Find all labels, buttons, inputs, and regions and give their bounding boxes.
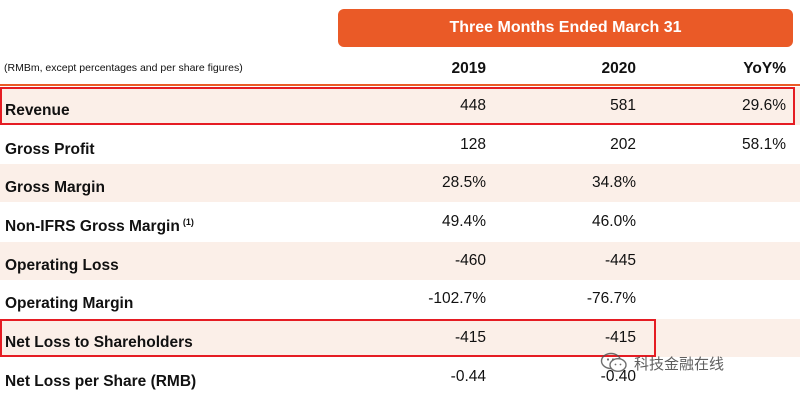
cell-2020: 34.8%: [592, 174, 636, 191]
table-row-non-ifrs-gross-margin: Non-IFRS Gross Margin (1) 49.4% 46.0%: [0, 203, 800, 241]
cell-2020: 46.0%: [592, 213, 636, 230]
cell-yoy: 29.6%: [742, 97, 786, 114]
cell-2020: 581: [610, 97, 636, 114]
row-label: Operating Margin: [5, 295, 134, 312]
cell-2019: -460: [454, 252, 486, 269]
cell-yoy: [686, 242, 786, 280]
footnote-marker: (1): [182, 217, 194, 227]
row-label: Gross Margin: [5, 179, 105, 196]
row-label: Net Loss to Shareholders: [5, 334, 193, 351]
cell-2020: -76.7%: [586, 290, 636, 307]
period-header-label: Three Months Ended March 31: [449, 19, 682, 36]
cell-2019: -415: [454, 329, 486, 346]
table-row-net-loss-to-shareholders: Net Loss to Shareholders -415 -415: [0, 319, 800, 357]
cell-2019: 128: [460, 136, 486, 153]
column-header-yoy: YoY%: [743, 60, 786, 77]
cell-2019: 28.5%: [442, 174, 486, 191]
table-row-revenue: Revenue 448 581 29.6%: [0, 87, 800, 125]
table-row-gross-profit: Gross Profit 128 202 58.1%: [0, 126, 800, 164]
cell-2019: 448: [460, 97, 486, 114]
cell-2020: 202: [610, 136, 636, 153]
cell-2020: -0.40: [600, 368, 636, 385]
row-label: Non-IFRS Gross Margin (1): [5, 217, 194, 235]
cell-yoy: [686, 164, 786, 202]
watermark-text: 科技金融在线: [634, 355, 725, 373]
header-divider: [0, 84, 800, 86]
table-row-operating-margin: Operating Margin -102.7% -76.7%: [0, 280, 800, 318]
cell-2019: 49.4%: [442, 213, 486, 230]
row-label: Gross Profit: [5, 141, 95, 158]
row-label: Net Loss per Share (RMB): [5, 373, 197, 390]
units-note: (RMBm, except percentages and per share …: [4, 62, 243, 74]
table-row-operating-loss: Operating Loss -460 -445: [0, 242, 800, 280]
wechat-icon: [600, 352, 628, 374]
column-header-2020: 2020: [601, 60, 636, 77]
cell-2020: -415: [604, 329, 636, 346]
watermark: 科技金融在线: [600, 352, 724, 374]
cell-yoy: 58.1%: [742, 136, 786, 153]
cell-2020: -445: [604, 252, 636, 269]
table-row-gross-margin: Gross Margin 28.5% 34.8%: [0, 164, 800, 202]
cell-2019: -102.7%: [428, 290, 486, 307]
cell-yoy: [686, 203, 786, 241]
period-header: Three Months Ended March 31: [338, 9, 793, 47]
row-label: Revenue: [5, 102, 70, 119]
table-row-net-loss-per-share: Net Loss per Share (RMB) -0.44 -0.40: [0, 358, 800, 396]
column-header-2019: 2019: [451, 60, 486, 77]
cell-yoy: [686, 280, 786, 318]
row-label: Operating Loss: [5, 257, 119, 274]
cell-2019: -0.44: [450, 368, 486, 385]
